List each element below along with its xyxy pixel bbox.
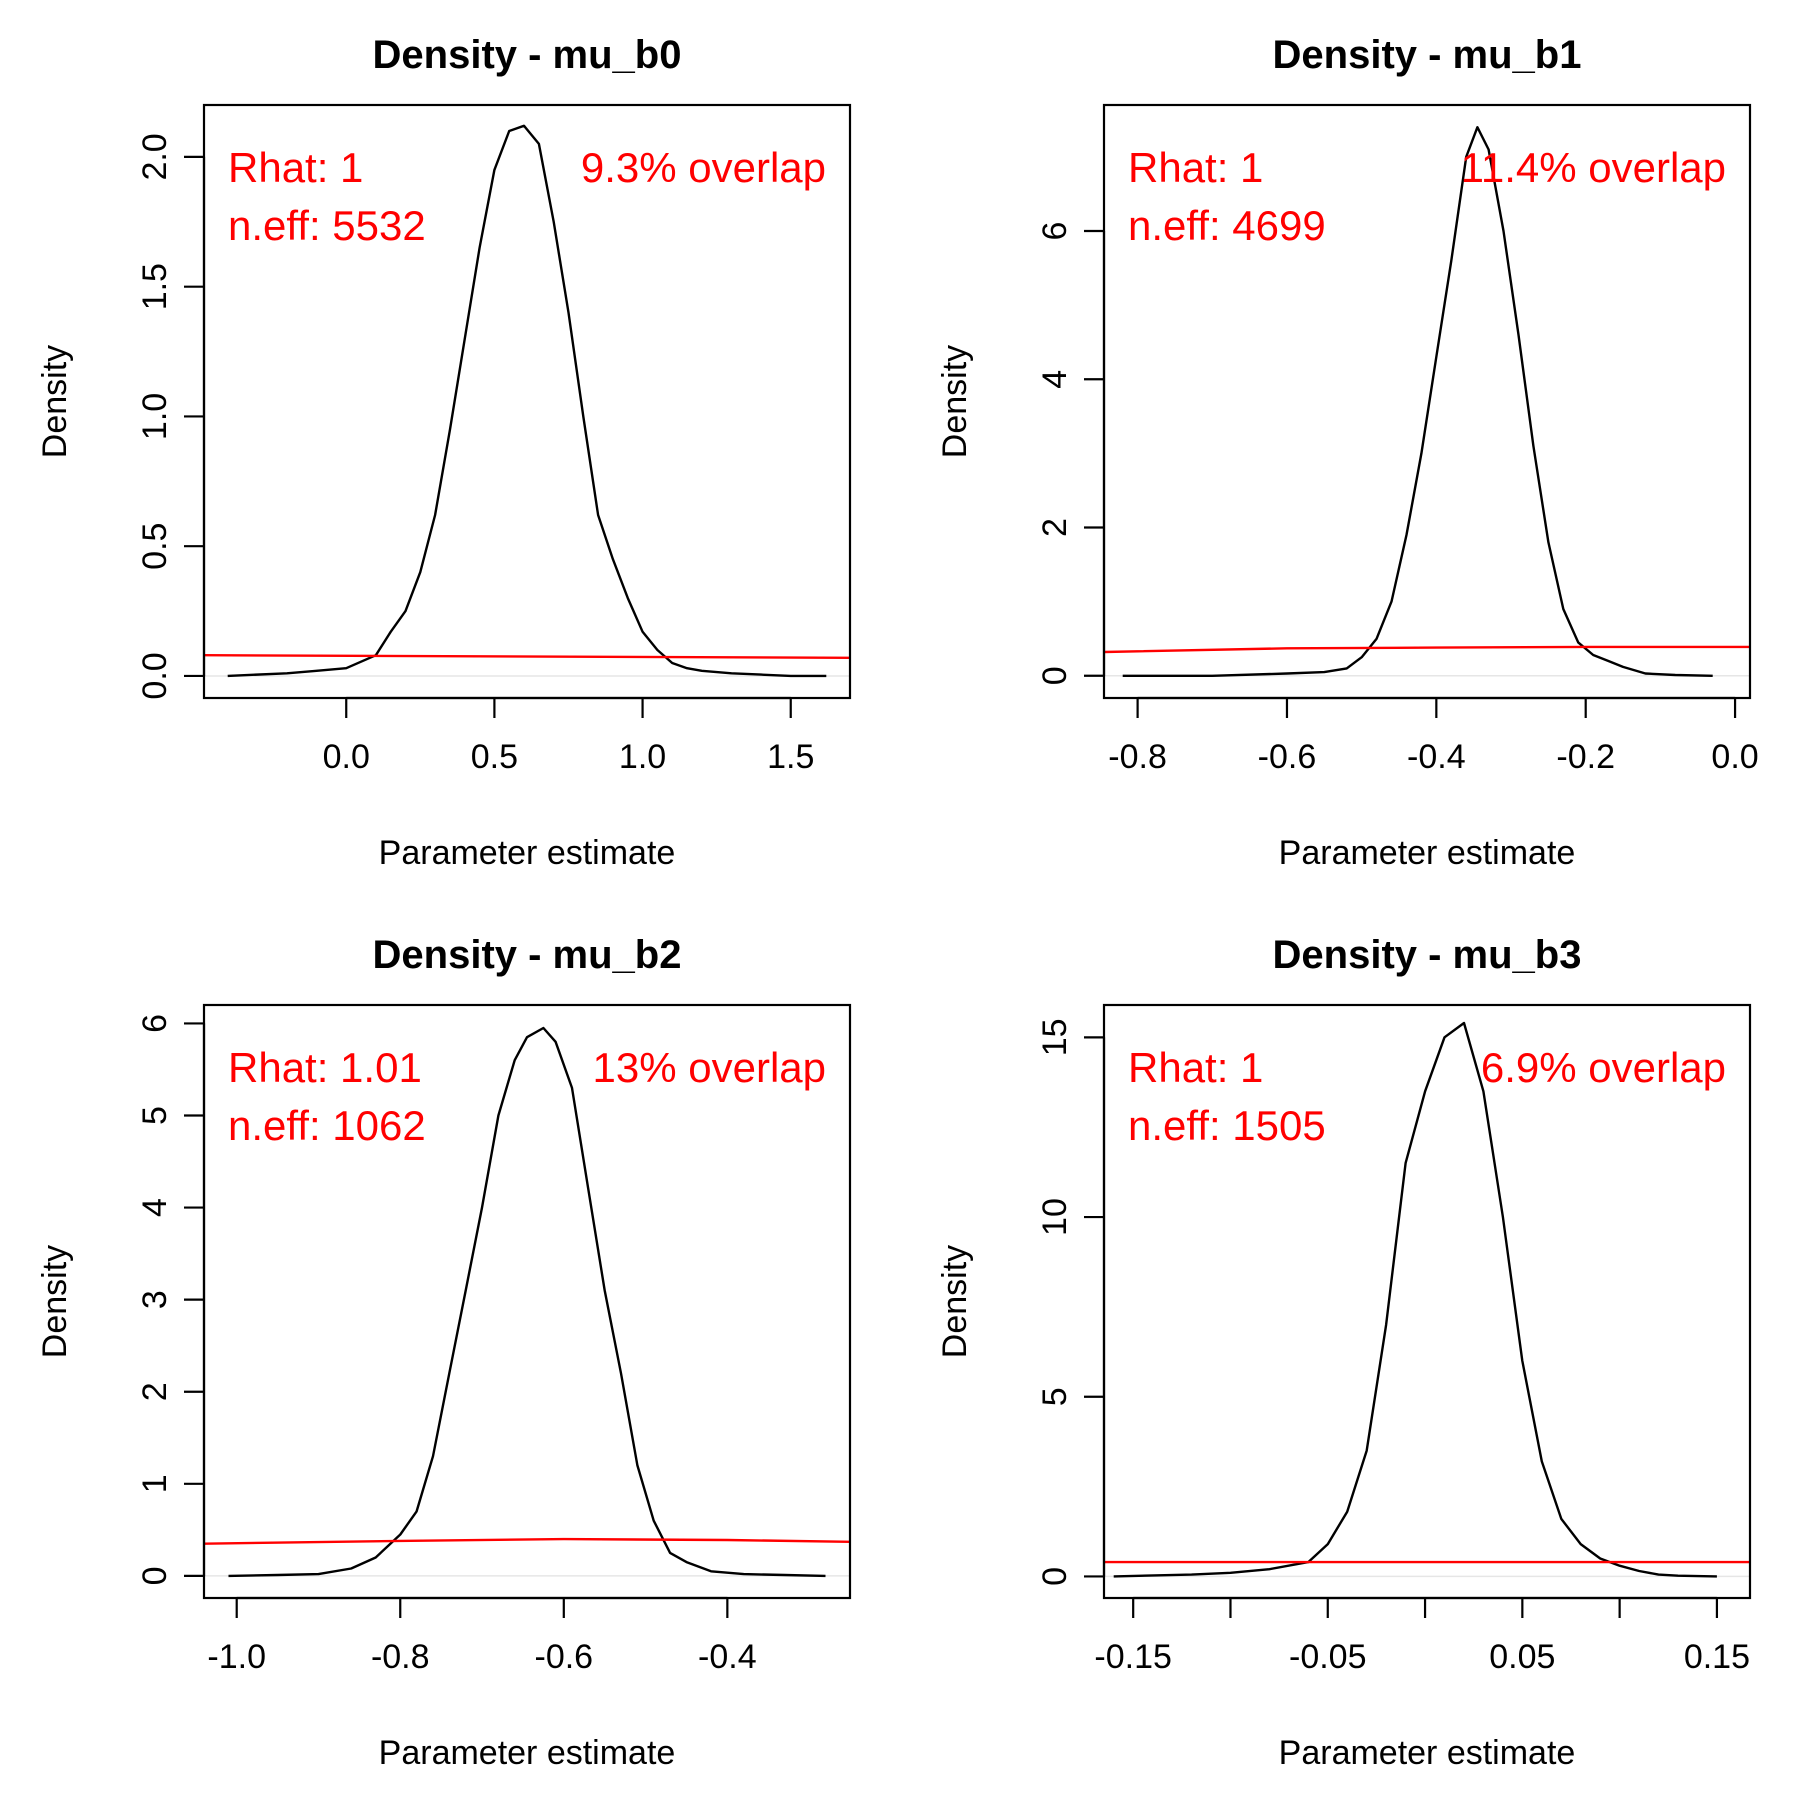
plot-frame xyxy=(202,1003,852,1600)
x-tick-label: -0.6 xyxy=(535,1638,594,1676)
x-tick-label: 0.0 xyxy=(1711,738,1758,776)
y-tick-label: 5 xyxy=(136,1106,174,1125)
x-tick-label: -0.4 xyxy=(1407,738,1466,776)
x-tick-label: -0.2 xyxy=(1556,738,1615,776)
plot-area xyxy=(204,124,850,678)
y-axis-label: Density xyxy=(36,345,74,458)
rhat-annotation: Rhat: 1 xyxy=(1128,144,1263,191)
neff-annotation: n.eff: 5532 xyxy=(228,202,426,249)
y-tick-label: 1 xyxy=(136,1474,174,1493)
plot-frame xyxy=(202,103,852,700)
density-panel-2: -1.0 -0.8 -0.6 -0.4 0 1 2 3 4 5 6 Density - mu_b2 Pa… xyxy=(36,933,852,1772)
x-tick-label: 0.5 xyxy=(471,738,518,776)
y-tick-label: 0 xyxy=(1036,1567,1074,1586)
x-tick-label: 1.0 xyxy=(619,738,666,776)
y-tick-label: 10 xyxy=(1036,1198,1074,1236)
density-panel-0: 0.0 0.5 1.0 1.5 0.0 0.5 1.0 1.5 2.0 Density - mu_… xyxy=(36,33,852,872)
neff-annotation: n.eff: 1505 xyxy=(1128,1102,1326,1149)
x-tick-label: -0.8 xyxy=(371,1638,430,1676)
rhat-annotation: Rhat: 1 xyxy=(228,144,363,191)
y-tick-label: 1.0 xyxy=(136,393,174,440)
neff-annotation: n.eff: 1062 xyxy=(228,1102,426,1149)
x-axis-label: Parameter estimate xyxy=(1279,834,1576,872)
x-tick-label: -0.4 xyxy=(698,1638,757,1676)
prior-density-line xyxy=(1104,645,1750,654)
y-tick-label: 0.0 xyxy=(136,652,174,699)
plot-frame xyxy=(1102,1003,1752,1600)
x-tick-label: -0.6 xyxy=(1258,738,1317,776)
y-axis-label: Density xyxy=(36,1245,74,1358)
x-axis-label: Parameter estimate xyxy=(379,1734,676,1772)
y-tick-label: 6 xyxy=(136,1014,174,1033)
x-tick-label: -0.05 xyxy=(1289,1638,1367,1676)
y-tick-label: 2 xyxy=(136,1382,174,1401)
overlap-annotation: 6.9% overlap xyxy=(1481,1044,1726,1091)
y-tick-label: 6 xyxy=(1036,222,1074,241)
y-tick-label: 15 xyxy=(1036,1018,1074,1056)
rhat-annotation: Rhat: 1.01 xyxy=(228,1044,422,1091)
y-tick-label: 0 xyxy=(1036,666,1074,685)
prior-density-line xyxy=(204,654,850,659)
y-tick-label: 2 xyxy=(1036,518,1074,537)
x-tick-label: 0.05 xyxy=(1489,1638,1555,1676)
y-tick-label: 4 xyxy=(1036,370,1074,389)
y-tick-label: 0.5 xyxy=(136,523,174,570)
y-tick-label: 5 xyxy=(1036,1387,1074,1406)
x-axis-label: Parameter estimate xyxy=(1279,1734,1576,1772)
x-tick-label: -0.8 xyxy=(1108,738,1167,776)
x-tick-label: -0.15 xyxy=(1094,1638,1172,1676)
x-tick-label: 0.15 xyxy=(1684,1638,1750,1676)
neff-annotation: n.eff: 4699 xyxy=(1128,202,1326,249)
density-panel-3: -0.15 -0.05 0.05 0.15 0 5 10 15 Density - mu_b3 P… xyxy=(936,933,1752,1772)
x-tick-label: 0.0 xyxy=(323,738,370,776)
chart-title: Density - mu_b0 xyxy=(373,33,682,77)
posterior-density-line xyxy=(228,1026,826,1578)
prior-density-line xyxy=(204,1537,850,1545)
y-axis-label: Density xyxy=(936,1245,974,1358)
overlap-annotation: 9.3% overlap xyxy=(581,144,826,191)
x-tick-label: 1.5 xyxy=(767,738,814,776)
x-tick-label: -1.0 xyxy=(207,1638,266,1676)
plot-area xyxy=(204,1026,850,1578)
x-axis-label: Parameter estimate xyxy=(379,834,676,872)
y-tick-label: 1.5 xyxy=(136,263,174,310)
chart-title: Density - mu_b1 xyxy=(1273,33,1582,77)
posterior-density-line xyxy=(227,124,827,678)
chart-title: Density - mu_b3 xyxy=(1273,933,1582,977)
y-tick-label: 4 xyxy=(136,1198,174,1217)
y-tick-label: 2.0 xyxy=(136,133,174,180)
rhat-annotation: Rhat: 1 xyxy=(1128,1044,1263,1091)
y-tick-label: 3 xyxy=(136,1290,174,1309)
overlap-annotation: 11.4% overlap xyxy=(1461,144,1726,191)
plot-area xyxy=(1104,1021,1750,1578)
y-tick-label: 0 xyxy=(136,1566,174,1585)
y-axis-label: Density xyxy=(936,345,974,458)
plot-area xyxy=(1104,125,1750,677)
chart-title: Density - mu_b2 xyxy=(373,933,682,977)
plot-frame xyxy=(1102,103,1752,700)
density-panel-1: -0.8 -0.6 -0.4 -0.2 0.0 0 2 4 6 Density - mu_b1 Pa… xyxy=(936,33,1759,872)
posterior-density-line xyxy=(1122,125,1713,677)
overlap-annotation: 13% overlap xyxy=(593,1044,826,1091)
